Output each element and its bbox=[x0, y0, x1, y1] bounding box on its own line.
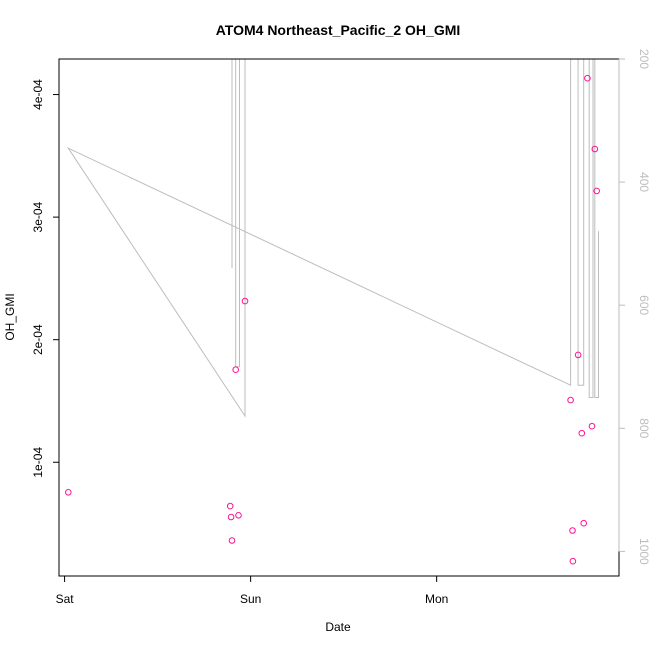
x-axis: Sat Sun Mon bbox=[56, 575, 448, 606]
data-point bbox=[574, 351, 582, 359]
y-tick-label-left: 3e-04 bbox=[31, 201, 45, 232]
y-tick-label-right: 400 bbox=[637, 172, 650, 192]
data-point bbox=[226, 502, 234, 510]
y-tick-label-left: 1e-04 bbox=[31, 447, 45, 478]
x-tick-label: Sat bbox=[56, 592, 75, 606]
data-point bbox=[227, 513, 235, 521]
data-point bbox=[569, 557, 577, 565]
data-point bbox=[584, 74, 591, 82]
data-point bbox=[235, 512, 242, 519]
y-tick-label-right: 200 bbox=[637, 49, 650, 69]
y-tick-label-left: 4e-04 bbox=[31, 79, 45, 110]
x-tick-label: Sun bbox=[240, 592, 261, 606]
x-axis-title: Date bbox=[325, 620, 351, 634]
y-axis-left: 1e-04 2e-04 3e-04 4e-04 bbox=[31, 79, 60, 478]
data-point bbox=[591, 145, 599, 153]
data-point bbox=[593, 187, 601, 195]
data-point bbox=[232, 366, 239, 374]
data-point bbox=[65, 489, 72, 496]
y-tick-label-left: 2e-04 bbox=[31, 324, 45, 355]
data-point bbox=[228, 537, 236, 544]
data-point bbox=[241, 297, 249, 305]
y-tick-label-right: 1000 bbox=[637, 538, 650, 565]
y-axis-right: 200 400 600 800 1000 bbox=[618, 49, 650, 565]
data-point bbox=[580, 519, 588, 527]
data-point bbox=[567, 396, 574, 404]
data-point bbox=[569, 527, 576, 534]
x-tick-label: Mon bbox=[425, 592, 448, 606]
data-point bbox=[578, 429, 586, 437]
chart-title: ATOM4 Northeast_Pacific_2 OH_GMI bbox=[216, 22, 461, 38]
y-axis-title: OH_GMI bbox=[3, 293, 17, 340]
y-tick-label-right: 600 bbox=[637, 295, 650, 315]
y-tick-label-right: 800 bbox=[637, 418, 650, 438]
data-point bbox=[588, 422, 596, 430]
